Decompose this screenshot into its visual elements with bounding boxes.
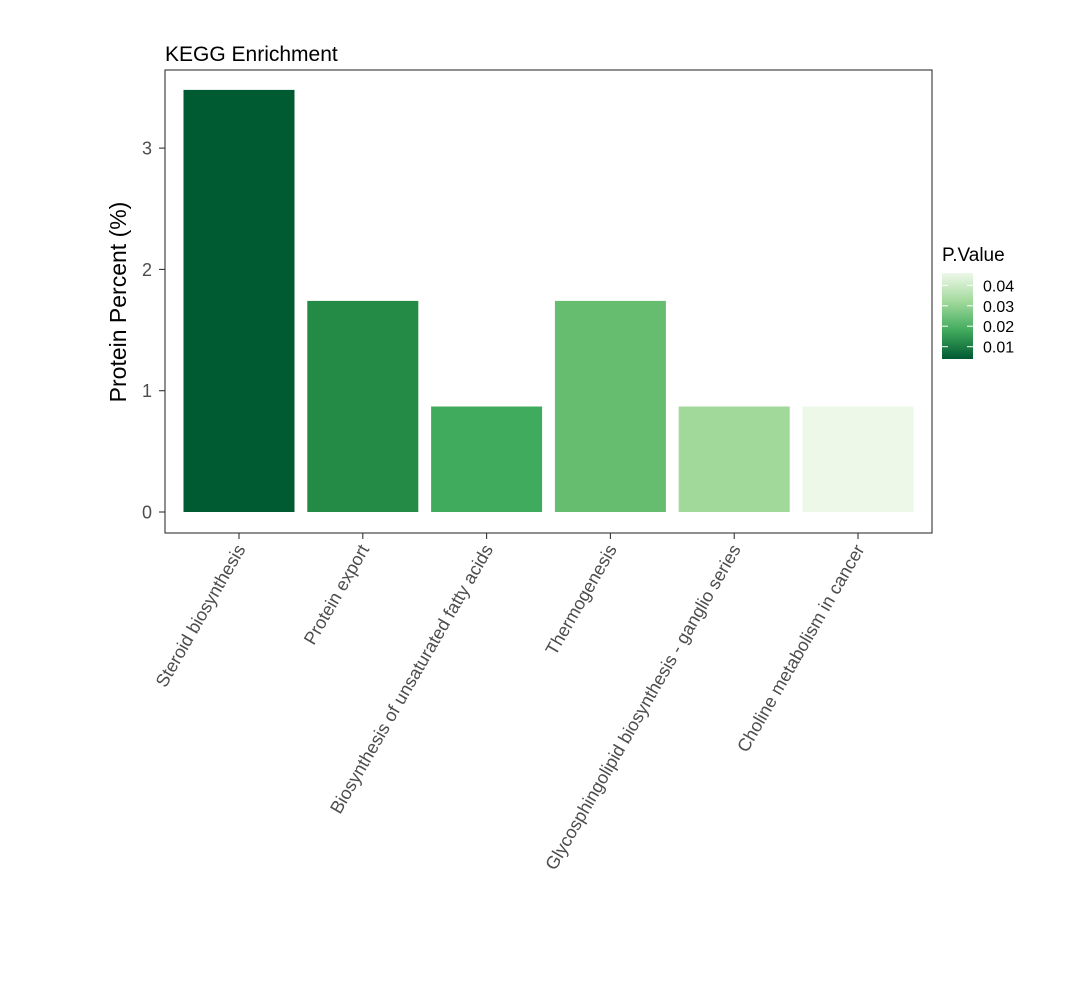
y-axis-title: Protein Percent (%) [105,202,131,403]
x-axis: Steroid biosynthesis Protein exportBiosyn… [152,533,868,873]
y-tick-label: 2 [142,260,152,280]
y-axis: 0 1 2 3 [142,139,165,523]
plot-border [164,69,933,534]
x-category-label: Choline metabolism in cancer [733,541,868,755]
legend-label: 0.04 [983,278,1014,295]
y-tick-label: 1 [142,381,152,401]
x-category-label: Thermogenesis [542,541,621,658]
legend: P.Value 0.04 0.03 0.02 0.01 [942,245,1014,359]
bar-3 [554,300,666,512]
bar-1 [307,300,419,512]
bar-2 [431,406,543,512]
y-tick-label: 3 [142,139,152,159]
x-category-label: Steroid biosynthesis [152,541,250,691]
legend-ticks: 0.04 0.03 0.02 0.01 [942,278,1014,357]
legend-label: 0.02 [983,319,1014,336]
legend-label: 0.03 [983,299,1014,316]
bar-0 [183,89,295,513]
y-tick-label: 0 [142,503,152,523]
x-category-label: Glycosphingolipid biosynthesis - ganglio… [541,541,744,873]
chart-title: KEGG Enrichment [165,43,338,66]
bar-5 [802,406,914,512]
bar-4 [678,406,790,512]
bars [183,89,914,513]
legend-title: P.Value [942,245,1005,266]
legend-colorbar [942,273,973,359]
x-category-label: Protein export [300,541,373,648]
legend-label: 0.01 [983,340,1014,357]
